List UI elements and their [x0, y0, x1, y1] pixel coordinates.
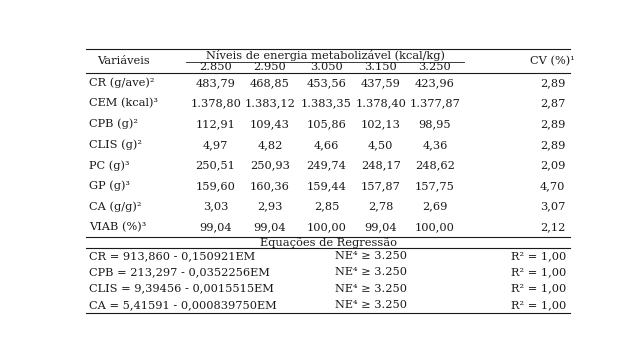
Text: 2,89: 2,89 [540, 119, 565, 129]
Text: R² = 1,00: R² = 1,00 [511, 251, 566, 261]
Text: 98,95: 98,95 [419, 119, 451, 129]
Text: 1.378,40: 1.378,40 [355, 99, 406, 109]
Text: PC (g)³: PC (g)³ [90, 160, 130, 171]
Text: 3.050: 3.050 [310, 62, 343, 72]
Text: 1.378,80: 1.378,80 [190, 99, 241, 109]
Text: 2,87: 2,87 [540, 99, 565, 109]
Text: 102,13: 102,13 [361, 119, 401, 129]
Text: 100,00: 100,00 [415, 222, 455, 232]
Text: 2,78: 2,78 [368, 202, 394, 212]
Text: 2,69: 2,69 [422, 202, 447, 212]
Text: 3.150: 3.150 [364, 62, 397, 72]
Text: 248,62: 248,62 [415, 160, 455, 170]
Text: 1.383,35: 1.383,35 [301, 99, 352, 109]
Text: 160,36: 160,36 [250, 181, 290, 191]
Text: 2,09: 2,09 [540, 160, 565, 170]
Text: R² = 1,00: R² = 1,00 [511, 300, 566, 310]
Text: 157,87: 157,87 [361, 181, 401, 191]
Text: 109,43: 109,43 [250, 119, 290, 129]
Text: 105,86: 105,86 [307, 119, 346, 129]
Text: 3,07: 3,07 [540, 202, 565, 212]
Text: 2,85: 2,85 [314, 202, 339, 212]
Text: 3.250: 3.250 [419, 62, 451, 72]
Text: 4,82: 4,82 [257, 140, 283, 150]
Text: 4,97: 4,97 [203, 140, 228, 150]
Text: NE⁴ ≥ 3.250: NE⁴ ≥ 3.250 [335, 267, 406, 278]
Text: 157,75: 157,75 [415, 181, 455, 191]
Text: CA (g/g)²: CA (g/g)² [90, 201, 142, 212]
Text: CPB = 213,297 - 0,0352256EM: CPB = 213,297 - 0,0352256EM [90, 267, 270, 278]
Text: 4,50: 4,50 [368, 140, 394, 150]
Text: 249,74: 249,74 [307, 160, 346, 170]
Text: 453,56: 453,56 [307, 78, 346, 88]
Text: 2,93: 2,93 [257, 202, 283, 212]
Text: Níveis de energia metabolizável (kcal/kg): Níveis de energia metabolizável (kcal/kg… [206, 50, 445, 61]
Text: GP (g)³: GP (g)³ [90, 181, 131, 191]
Text: 4,70: 4,70 [540, 181, 565, 191]
Text: CLIS = 9,39456 - 0,0015515EM: CLIS = 9,39456 - 0,0015515EM [90, 284, 274, 294]
Text: CLIS (g)²: CLIS (g)² [90, 140, 142, 150]
Text: 483,79: 483,79 [196, 78, 236, 88]
Text: CR (g/ave)²: CR (g/ave)² [90, 78, 155, 88]
Text: CR = 913,860 - 0,150921EM: CR = 913,860 - 0,150921EM [90, 251, 255, 261]
Text: 2,12: 2,12 [540, 222, 565, 232]
Text: 2.950: 2.950 [253, 62, 286, 72]
Text: NE⁴ ≥ 3.250: NE⁴ ≥ 3.250 [335, 300, 406, 310]
Text: NE⁴ ≥ 3.250: NE⁴ ≥ 3.250 [335, 251, 406, 261]
Text: 423,96: 423,96 [415, 78, 455, 88]
Text: 250,93: 250,93 [250, 160, 290, 170]
Text: 100,00: 100,00 [307, 222, 346, 232]
Text: 4,36: 4,36 [422, 140, 447, 150]
Text: 99,04: 99,04 [253, 222, 286, 232]
Text: Variáveis: Variáveis [97, 56, 150, 66]
Text: 159,60: 159,60 [196, 181, 236, 191]
Text: CPB (g)²: CPB (g)² [90, 119, 138, 130]
Text: 468,85: 468,85 [250, 78, 290, 88]
Text: 437,59: 437,59 [361, 78, 401, 88]
Text: R² = 1,00: R² = 1,00 [511, 267, 566, 278]
Text: 3,03: 3,03 [203, 202, 228, 212]
Text: 2,89: 2,89 [540, 140, 565, 150]
Text: 4,66: 4,66 [314, 140, 339, 150]
Text: CV (%)¹: CV (%)¹ [531, 55, 575, 66]
Text: 250,51: 250,51 [196, 160, 236, 170]
Text: 99,04: 99,04 [364, 222, 397, 232]
Text: 2,89: 2,89 [540, 78, 565, 88]
Text: 2.850: 2.850 [199, 62, 232, 72]
Text: 159,44: 159,44 [307, 181, 346, 191]
Text: 112,91: 112,91 [196, 119, 236, 129]
Text: VIAB (%)³: VIAB (%)³ [90, 222, 147, 232]
Text: 99,04: 99,04 [199, 222, 232, 232]
Text: Equações de Regressão: Equações de Regressão [259, 237, 397, 248]
Text: CA = 5,41591 - 0,000839750EM: CA = 5,41591 - 0,000839750EM [90, 300, 277, 310]
Text: 248,17: 248,17 [361, 160, 401, 170]
Text: 1.383,12: 1.383,12 [244, 99, 295, 109]
Text: CEM (kcal)³: CEM (kcal)³ [90, 98, 158, 109]
Text: NE⁴ ≥ 3.250: NE⁴ ≥ 3.250 [335, 284, 406, 294]
Text: 1.377,87: 1.377,87 [410, 99, 460, 109]
Text: R² = 1,00: R² = 1,00 [511, 284, 566, 294]
